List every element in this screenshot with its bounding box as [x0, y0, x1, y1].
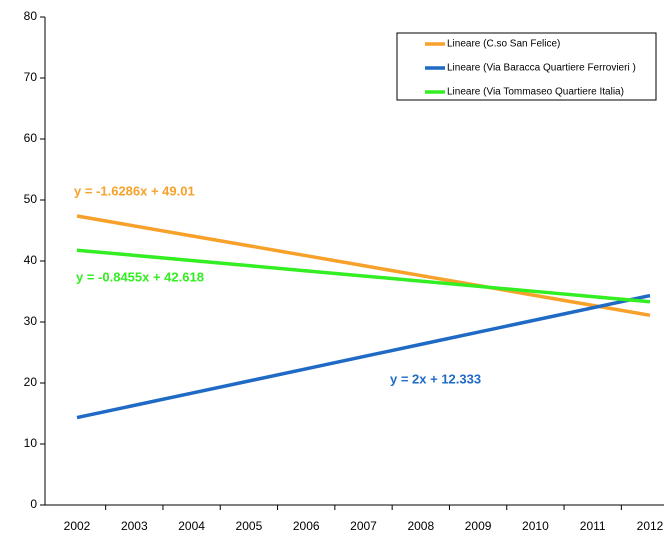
x-tick-label: 2011 [580, 519, 606, 533]
y-tick-label: 40 [24, 253, 38, 267]
equation-label: y = -0.8455x + 42.618 [76, 269, 204, 284]
x-tick-label: 2008 [407, 519, 434, 533]
y-tick-label: 0 [30, 497, 37, 511]
x-tick-label: 2012 [637, 519, 664, 533]
y-tick-label: 30 [24, 314, 38, 328]
x-tick-label: 2005 [236, 519, 263, 533]
x-tick-label: 2007 [350, 519, 377, 533]
legend-label: Lineare (Via Baracca Quartiere Ferrovier… [447, 63, 636, 74]
trend-line [76, 248, 651, 304]
y-tick-label: 50 [24, 192, 38, 206]
x-tick-label: 2002 [64, 519, 91, 533]
legend-label: Lineare (Via Tommaseo Quartiere Italia) [447, 87, 624, 98]
x-tick-label: 2009 [465, 519, 492, 533]
y-tick-label: 20 [24, 375, 38, 389]
trend-line [76, 293, 651, 420]
x-tick-label: 2003 [121, 519, 148, 533]
equation-label: y = -1.6286x + 49.01 [74, 183, 195, 198]
legend-label: Lineare (C.so San Felice) [447, 39, 560, 50]
trend-line [76, 214, 651, 318]
y-tick-label: 60 [24, 131, 38, 145]
x-tick-label: 2004 [178, 519, 205, 533]
y-tick-label: 80 [24, 9, 38, 23]
y-tick-label: 70 [24, 70, 38, 84]
equation-label: y = 2x + 12.333 [390, 371, 481, 386]
x-tick-label: 2010 [522, 519, 549, 533]
x-tick-label: 2006 [293, 519, 320, 533]
y-tick-label: 10 [24, 436, 38, 450]
